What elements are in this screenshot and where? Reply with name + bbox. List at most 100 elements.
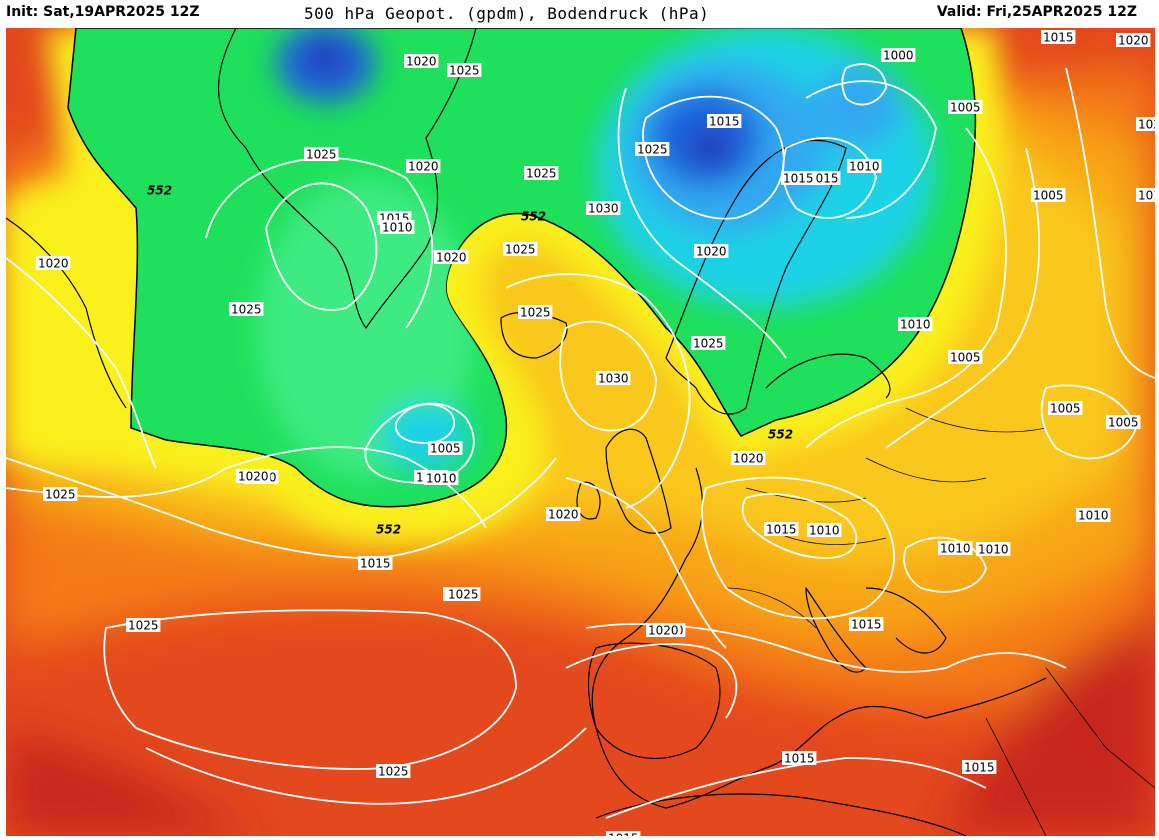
isobar-label-box [406, 159, 441, 173]
isobar-label-text: 1010 [1078, 509, 1109, 523]
isobar-1015-greenland [265, 182, 378, 311]
isobar-label-box [229, 302, 264, 316]
isobar-label-text: 1025 [637, 143, 668, 157]
isobar-label-box [304, 147, 339, 161]
isobar-1005-russia [1040, 384, 1137, 460]
dark-blue-core-north [306, 40, 346, 76]
isobar-label-text: 1015 [964, 761, 995, 775]
baltic-coast [765, 353, 891, 399]
isobar-label-text: 1025 [520, 306, 551, 320]
isobar-label-text: 1005 [950, 351, 981, 365]
map-title: 500 hPa Geopot. (gpdm), Bodendruck (hPa) [304, 4, 710, 23]
isobar-label-box [881, 48, 916, 62]
isobar-pressure-label: 1025 [376, 764, 411, 779]
isobar-label-box [807, 523, 842, 537]
isobar-label-box [635, 142, 670, 156]
isobar-pressure-label: 1020 [404, 54, 439, 69]
isobar-label-text: 1010 [940, 542, 971, 556]
isobar-label-box [781, 171, 816, 185]
isobar-label-text: 1015 [851, 618, 882, 632]
isobar-1020-greenland [205, 157, 434, 329]
isobar-pressure-label: 1010 [976, 542, 1011, 557]
isobar-label-text: 1020 [38, 257, 69, 271]
isobar-1020-east-edge [1065, 67, 1155, 379]
isobar-pressure-label: 1015 [764, 522, 799, 537]
italy-coast [805, 587, 867, 673]
isobar-1010-atlantic [364, 402, 475, 484]
isobar-label-text: 1015 [808, 172, 839, 186]
isobar-label-box [1136, 188, 1155, 202]
isobar-label-text: 1025 [1138, 118, 1155, 132]
isobar-1005-atlantic [394, 403, 456, 444]
isobar-pressure-label: 1025 [503, 242, 538, 257]
isobar-label-text: 1015 [360, 557, 391, 571]
isobar-pressure-label: 1010 [847, 159, 882, 174]
isobar-label-text: 1015 [709, 115, 740, 129]
isobar-label-box [434, 250, 469, 264]
isobar-label-box [518, 305, 553, 319]
isobar-label-box [849, 617, 884, 631]
deep-red-sw [6, 728, 266, 836]
isobar-pressure-label: 1015 [606, 831, 641, 837]
isobar-pressure-label: 1025 [229, 302, 264, 317]
boundary-label-text: 552 [147, 184, 172, 198]
isobar-pressure-label: 1025 [518, 305, 553, 320]
isobar-pressure-label: 1025 [43, 487, 78, 502]
isobar-label-box [236, 469, 271, 483]
isobar-pressure-label: 1020 [406, 159, 441, 174]
isobar-label-box [596, 371, 631, 385]
isobar-label-box [898, 317, 933, 331]
isobar-pressure-label: 1005 [428, 441, 463, 456]
map-header: Init: Sat,19APR2025 12Z 500 hPa Geopot. … [0, 0, 1159, 28]
isobar-pressure-label: 1005 [1048, 401, 1083, 416]
isobar-label-box [447, 63, 482, 77]
isobar-pressure-label: 1025 [1136, 117, 1155, 132]
isobar-pressure-label: 1015 [781, 171, 816, 186]
boundary-552-label: 552 [768, 428, 793, 442]
isobar-label-box [1041, 30, 1076, 44]
isobar-pressure-label: 1020 [731, 451, 766, 466]
isobar-1020-central [565, 477, 727, 649]
isobar-label-box [376, 764, 411, 778]
isobar-1030-atlantic [559, 320, 657, 432]
isobar-label-text: 1020 [733, 452, 764, 466]
isobar-label-text: 1025 [505, 243, 536, 257]
isobar-label-text: 1025 [448, 588, 479, 602]
isobar-label-text: 1025 [693, 337, 724, 351]
isobar-pressure-label: 1025 [304, 147, 339, 162]
isobar-1010-balkans [903, 536, 987, 593]
isobar-1005-scandinavia [805, 80, 937, 219]
isobar-label-text: 1010 [382, 221, 413, 235]
isobar-1025-iceland [505, 273, 691, 509]
isobar-1015-scandinavia [642, 95, 785, 220]
isobar-pressure-label: 1020 [646, 623, 681, 638]
isobar-pressure-label: 1025 [635, 142, 670, 157]
isobar-1020-iberia [565, 643, 738, 719]
isobar-label-text: 1005 [1108, 416, 1139, 430]
isobar-label-box [847, 159, 882, 173]
isobar-label-text: 1000 [883, 49, 914, 63]
isobar-1000-scandinavia [841, 63, 887, 106]
isobar-pressure-label: 1020 [434, 250, 469, 265]
isobar-label-box [424, 471, 459, 485]
isobar-label-box [524, 166, 559, 180]
isobar-pressure-label: 1030 [596, 371, 631, 386]
isobar-1025-west [6, 257, 157, 469]
isobar-label-box [691, 336, 726, 350]
isobar-label-text: 1030 [598, 372, 629, 386]
isobar-label-box [404, 54, 439, 68]
isobar-label-text: 1015 [608, 832, 639, 837]
isobar-1025-south [103, 609, 517, 770]
isobar-label-box [606, 831, 641, 836]
isobar-label-text: 1010 [849, 160, 880, 174]
isobar-pressure-label: 1020 [236, 469, 271, 484]
isobar-labels: 1020 1025 1025 1020 1015 1010 1020 1015 1025 1025… [36, 30, 1155, 836]
isobar-label-text: 1025 [128, 619, 159, 633]
iberia-coast [587, 642, 721, 759]
isobar-label-box [976, 542, 1011, 556]
isobar-pressure-label: 1015 [849, 617, 884, 632]
isobar-pressure-label: 1005 [1106, 415, 1141, 430]
isobar-label-box [1031, 188, 1066, 202]
isobar-pressure-label: 1020 [694, 244, 729, 259]
isobar-label-text: 1005 [1050, 402, 1081, 416]
